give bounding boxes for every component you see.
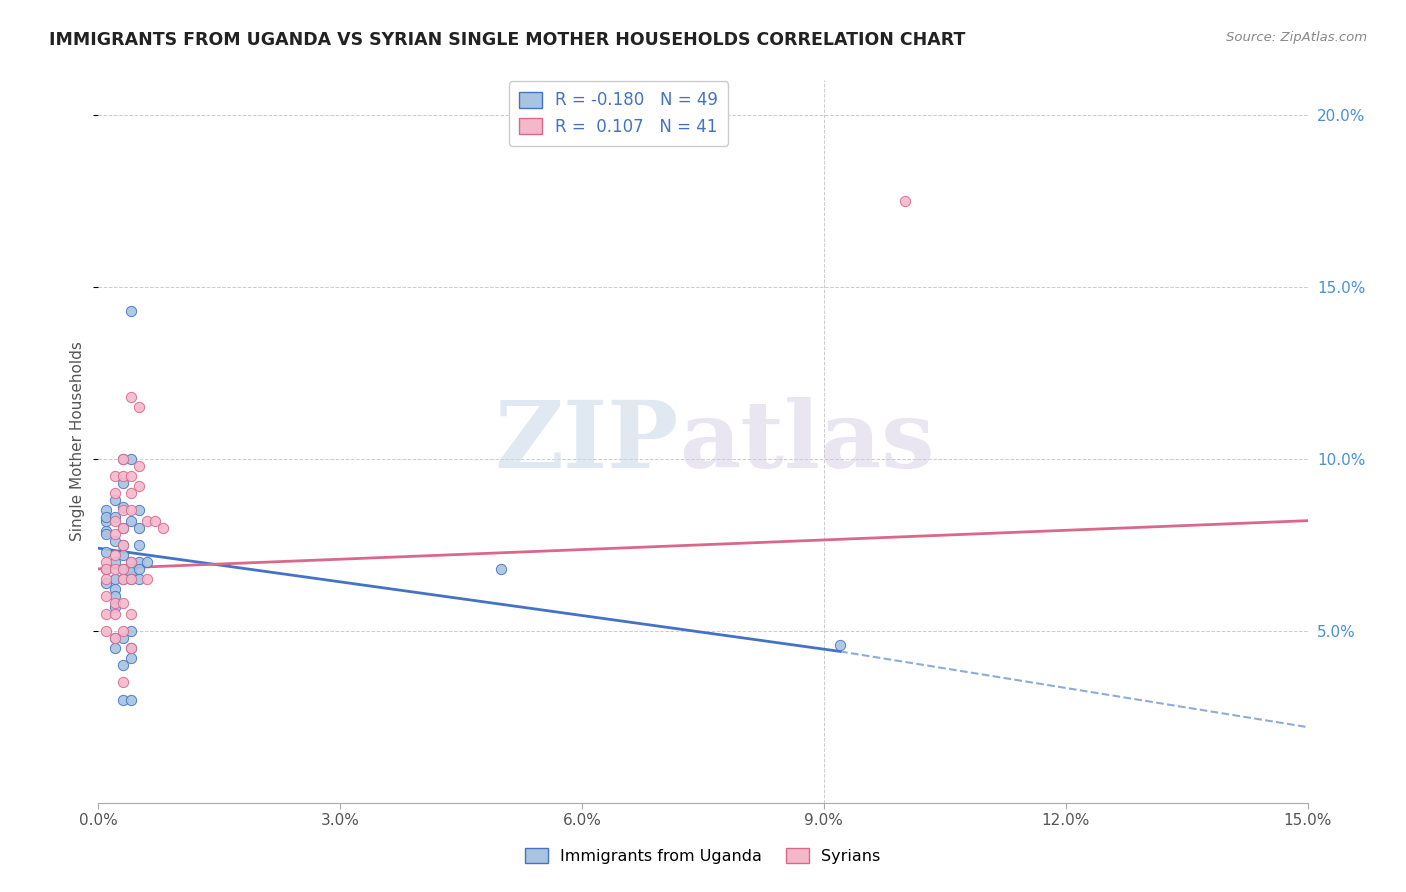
Point (111, 596, 134, 610)
Text: atlas: atlas (679, 397, 934, 486)
Point (143, 514, 166, 528)
Point (111, 562, 134, 576)
Point (111, 572, 134, 586)
Text: IMMIGRANTS FROM UGANDA VS SYRIAN SINGLE MOTHER HOUSEHOLDS CORRELATION CHART: IMMIGRANTS FROM UGANDA VS SYRIAN SINGLE … (49, 31, 966, 49)
Point (103, 527, 125, 541)
Point (893, 194, 915, 208)
Point (111, 631, 134, 645)
Point (491, 562, 513, 576)
Point (111, 548, 134, 562)
Point (96, 624, 118, 638)
Point (111, 520, 134, 534)
Point (96, 607, 118, 621)
Point (135, 555, 157, 569)
Point (96, 575, 118, 590)
Point (120, 640, 142, 655)
Point (120, 566, 142, 580)
Point (111, 624, 134, 638)
Point (111, 658, 134, 673)
Point (103, 590, 125, 604)
Point (135, 572, 157, 586)
Point (103, 640, 125, 655)
Point (120, 572, 142, 586)
Point (103, 572, 125, 586)
Legend: Immigrants from Uganda, Syrians: Immigrants from Uganda, Syrians (519, 842, 887, 871)
Point (135, 514, 157, 528)
Point (120, 562, 142, 576)
Point (120, 451, 142, 466)
Point (128, 458, 150, 473)
Point (96, 503, 118, 517)
Point (111, 451, 134, 466)
Point (103, 548, 125, 562)
Text: ZIP: ZIP (495, 397, 679, 486)
Point (96, 562, 118, 576)
Point (111, 572, 134, 586)
Point (120, 607, 142, 621)
Point (96, 524, 118, 538)
Point (111, 503, 134, 517)
Point (111, 538, 134, 552)
Point (103, 486, 125, 500)
Point (128, 400, 150, 414)
Point (828, 638, 851, 652)
Point (120, 640, 142, 655)
Point (111, 475, 134, 490)
Point (111, 500, 134, 514)
Point (103, 493, 125, 508)
Point (120, 503, 142, 517)
Point (120, 303, 142, 318)
Point (128, 479, 150, 493)
Point (96, 590, 118, 604)
Point (111, 562, 134, 576)
Point (128, 562, 150, 576)
Point (111, 538, 134, 552)
Point (103, 596, 125, 610)
Point (120, 555, 142, 569)
Point (152, 520, 174, 534)
Point (111, 675, 134, 690)
Point (103, 534, 125, 549)
Point (103, 582, 125, 597)
Point (128, 503, 150, 517)
Text: Source: ZipAtlas.com: Source: ZipAtlas.com (1226, 31, 1367, 45)
Point (120, 692, 142, 706)
Point (120, 469, 142, 483)
Point (96, 527, 118, 541)
Point (120, 514, 142, 528)
Point (103, 510, 125, 524)
Y-axis label: Single Mother Households: Single Mother Households (70, 342, 86, 541)
Point (103, 514, 125, 528)
Point (111, 469, 134, 483)
Point (103, 631, 125, 645)
Point (111, 520, 134, 534)
Point (96, 572, 118, 586)
Point (120, 390, 142, 404)
Point (120, 486, 142, 500)
Point (103, 555, 125, 569)
Point (103, 607, 125, 621)
Point (128, 520, 150, 534)
Point (96, 544, 118, 558)
Point (120, 555, 142, 569)
Point (111, 451, 134, 466)
Point (103, 599, 125, 614)
Point (111, 692, 134, 706)
Point (120, 624, 142, 638)
Point (128, 538, 150, 552)
Point (103, 469, 125, 483)
Point (120, 572, 142, 586)
Point (96, 510, 118, 524)
Point (103, 562, 125, 576)
Point (128, 555, 150, 569)
Legend: R = -0.180   N = 49, R =  0.107   N = 41: R = -0.180 N = 49, R = 0.107 N = 41 (509, 81, 728, 145)
Point (96, 555, 118, 569)
Point (96, 562, 118, 576)
Point (96, 514, 118, 528)
Point (128, 572, 150, 586)
Point (103, 631, 125, 645)
Point (120, 651, 142, 665)
